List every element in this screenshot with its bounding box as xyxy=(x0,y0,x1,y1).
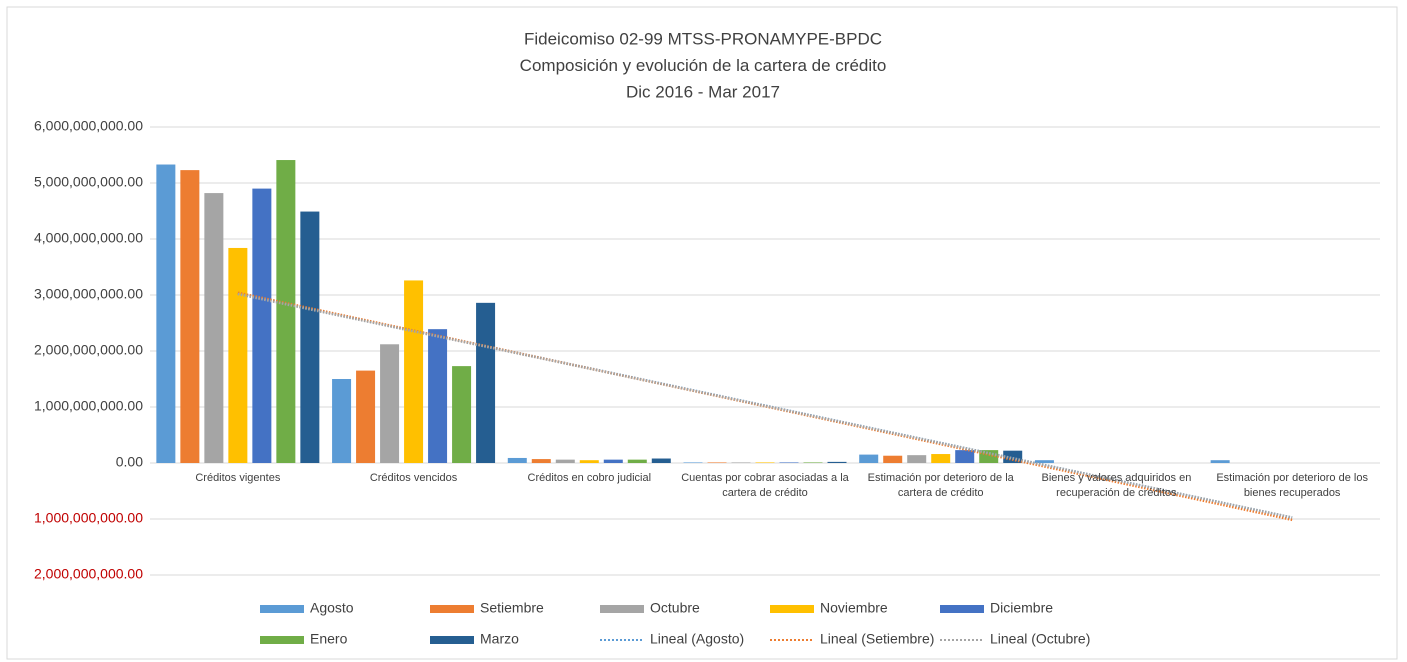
legend-label: Noviembre xyxy=(820,600,888,616)
legend-label: Octubre xyxy=(650,600,700,616)
legend-swatch xyxy=(430,636,474,644)
bar xyxy=(180,170,200,463)
legend-swatch xyxy=(770,605,814,613)
bar xyxy=(531,459,551,463)
bar xyxy=(507,457,527,463)
y-tick-label: 2,000,000,000.00 xyxy=(34,566,143,582)
bar xyxy=(204,193,224,463)
bar xyxy=(955,450,975,463)
bar xyxy=(931,454,951,463)
x-tick-label: Créditos en cobro judicial xyxy=(527,472,652,484)
bar xyxy=(356,370,376,463)
legend-label: Lineal (Agosto) xyxy=(650,631,744,647)
legend-label: Setiembre xyxy=(480,600,544,616)
bar xyxy=(579,460,599,463)
legend-swatch xyxy=(600,605,644,613)
legend-label: Enero xyxy=(310,631,348,647)
legend-label: Diciembre xyxy=(990,600,1053,616)
y-tick-label: 5,000,000,000.00 xyxy=(34,174,143,190)
x-tick-label: Cuentas por cobrar asociadas a la carter… xyxy=(681,472,849,499)
y-tick-label: 0.00 xyxy=(116,454,143,470)
bar xyxy=(627,459,647,463)
bar xyxy=(228,247,248,463)
bar xyxy=(907,455,927,463)
legend-swatch xyxy=(430,605,474,613)
bar xyxy=(651,458,671,463)
bar xyxy=(1034,460,1054,463)
bar xyxy=(300,211,320,463)
chart-title: Dic 2016 - Mar 2017 xyxy=(626,82,780,101)
bar xyxy=(859,454,879,463)
legend-swatch xyxy=(260,636,304,644)
x-tick-label: Bienes y valores adquiridos en recuperac… xyxy=(1041,472,1192,499)
legend-swatch xyxy=(940,605,984,613)
bar xyxy=(707,462,727,463)
trend-line xyxy=(237,292,1293,519)
legend-swatch xyxy=(260,605,304,613)
x-tick-label: Créditos vigentes xyxy=(195,472,281,484)
legend-label: Lineal (Octubre) xyxy=(990,631,1090,647)
bar xyxy=(276,160,296,464)
bar xyxy=(779,462,799,463)
bar xyxy=(1003,450,1023,463)
bar xyxy=(332,379,352,463)
legend-label: Marzo xyxy=(480,631,519,647)
bar xyxy=(428,329,448,463)
bar xyxy=(755,462,775,463)
bar xyxy=(1210,460,1230,463)
bar xyxy=(555,459,575,463)
y-tick-label: 3,000,000,000.00 xyxy=(34,286,143,302)
bar xyxy=(156,164,176,463)
y-tick-label: 2,000,000,000.00 xyxy=(34,342,143,358)
chart-title: Fideicomiso 02-99 MTSS-PRONAMYPE-BPDC xyxy=(524,29,882,48)
bar xyxy=(827,461,847,463)
x-tick-label: Créditos vencidos xyxy=(369,472,458,484)
bar xyxy=(476,302,496,463)
y-tick-label: 1,000,000,000.00 xyxy=(34,398,143,414)
y-tick-label: 1,000,000,000.00 xyxy=(34,510,143,526)
bar xyxy=(452,366,472,463)
bar xyxy=(404,280,424,463)
y-tick-label: 4,000,000,000.00 xyxy=(34,230,143,246)
x-tick-label: Estimación por deterioro de la cartera d… xyxy=(867,472,1014,499)
bar xyxy=(683,462,703,463)
x-tick-label: Estimación por deterioro de los bienes r… xyxy=(1216,472,1368,499)
legend-label: Lineal (Setiembre) xyxy=(820,631,934,647)
bar xyxy=(883,455,903,463)
bar xyxy=(803,462,823,463)
bar xyxy=(380,344,400,463)
y-tick-label: 6,000,000,000.00 xyxy=(34,118,143,134)
bar xyxy=(731,462,751,463)
legend-label: Agosto xyxy=(310,600,354,616)
bar xyxy=(603,459,623,463)
bar xyxy=(252,188,272,463)
chart-title: Composición y evolución de la cartera de… xyxy=(520,56,887,75)
